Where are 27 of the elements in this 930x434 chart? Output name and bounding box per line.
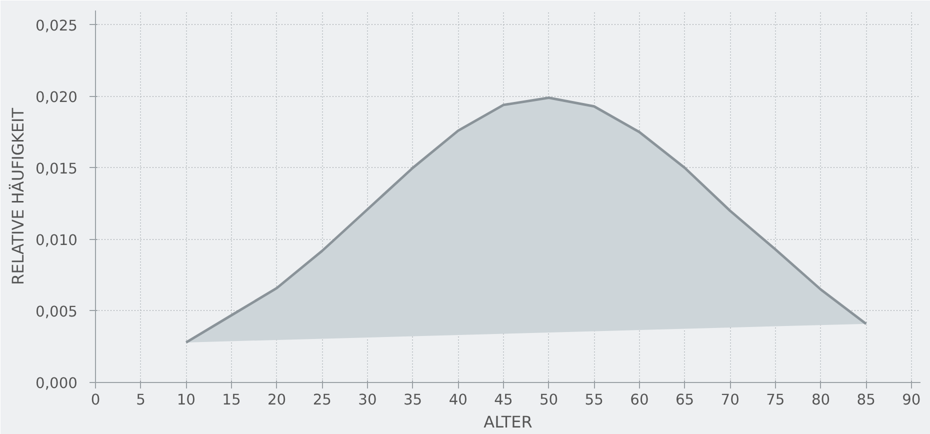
x-tick-label: 35	[403, 392, 422, 408]
x-tick-label: 85	[856, 392, 876, 408]
x-tick-label: 30	[358, 392, 377, 408]
x-tick-label: 0	[90, 392, 100, 408]
x-tick-label: 5	[136, 392, 146, 408]
x-tick-label: 45	[494, 392, 513, 408]
x-tick-label: 55	[584, 392, 604, 408]
x-tick-label: 40	[448, 392, 468, 408]
y-tick-label: 0,005	[36, 303, 78, 320]
x-tick-label: 50	[539, 392, 558, 408]
x-tick-label: 80	[811, 392, 830, 408]
x-tick-label: 75	[766, 392, 785, 408]
x-tick-label: 60	[630, 392, 649, 408]
x-tick-label: 65	[675, 392, 694, 408]
y-tick-label: 0,020	[36, 88, 78, 106]
y-tick-label: 0,000	[36, 375, 78, 392]
y-tick-label: 0,010	[36, 232, 78, 249]
x-tick-label: 25	[312, 392, 332, 408]
x-tick-label: 10	[176, 392, 196, 408]
x-axis-title: ALTER	[484, 412, 532, 432]
x-tick-label: 90	[902, 392, 921, 408]
x-tick-label: 20	[267, 392, 286, 408]
x-tick-label: 15	[222, 392, 241, 408]
y-tick-label: 0,025	[36, 17, 78, 34]
y-axis-title: RELATIVE HÄUFIGKEIT	[8, 108, 28, 285]
x-tick-label: 70	[720, 392, 740, 408]
y-tick-label: 0,015	[36, 160, 78, 178]
